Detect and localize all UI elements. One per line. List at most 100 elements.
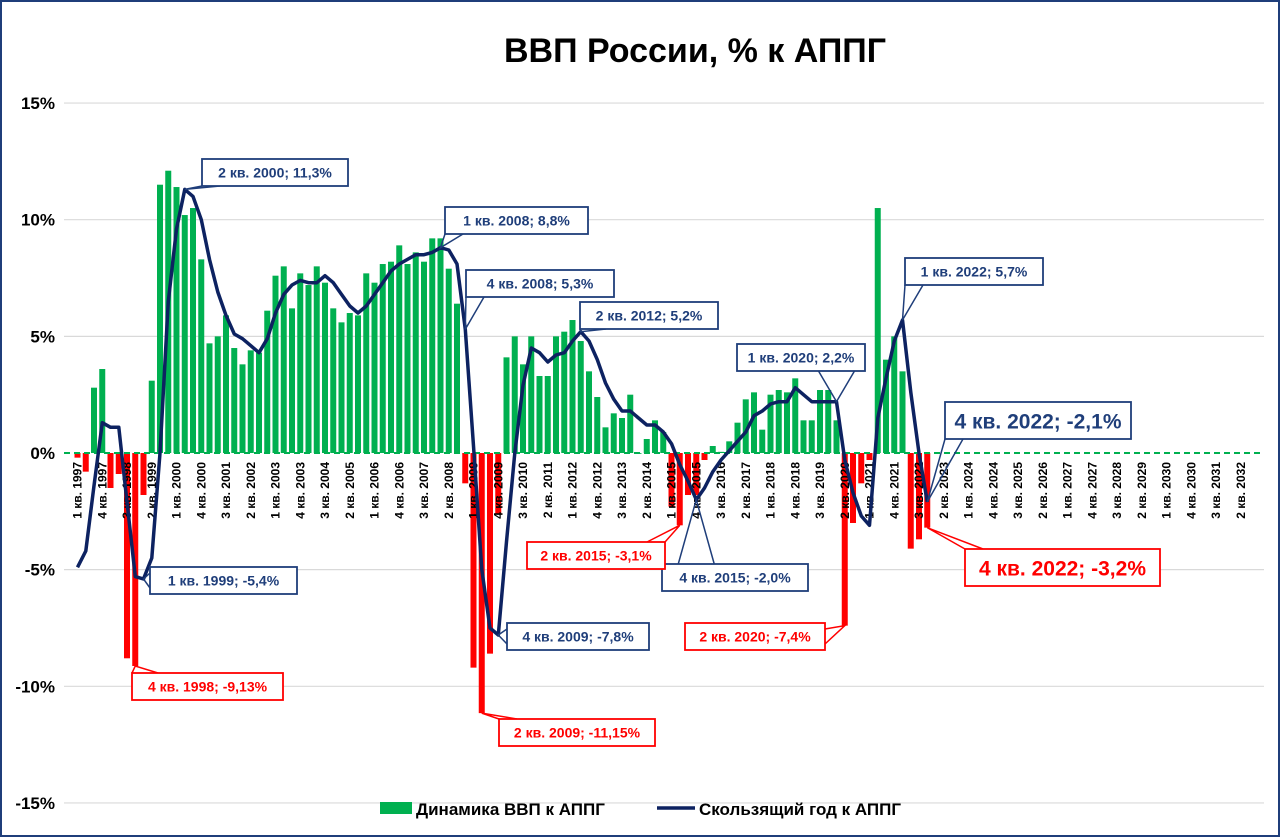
x-tick-label: 4 кв. 2027 (1085, 462, 1099, 519)
callout-label: 1 кв. 2008; 8,8% (463, 213, 570, 229)
callout-box (506, 622, 650, 651)
bar (586, 371, 592, 453)
callout-pointer (817, 370, 856, 404)
bar (668, 453, 675, 507)
y-tick-label: 0% (30, 444, 55, 463)
bar (660, 432, 667, 453)
bar (355, 315, 361, 453)
callout-box (201, 158, 349, 187)
callout-label: 1 кв. 2020; 2,2% (748, 350, 855, 366)
bar (363, 273, 370, 453)
x-tick-label: 4 кв. 2024 (986, 462, 1000, 519)
bar (709, 446, 716, 453)
bar (528, 336, 535, 453)
bar (833, 420, 840, 453)
bar (124, 453, 130, 659)
annotation-callout: 1 кв. 2008; 8,8% (439, 206, 589, 250)
x-tick-label: 1 кв. 2006 (368, 462, 382, 519)
bar (247, 350, 254, 453)
x-tick-label: 4 кв. 2012 (590, 462, 604, 519)
x-tick-label: 1 кв. 1997 (71, 462, 85, 519)
x-tick-label: 3 кв. 2004 (318, 462, 332, 519)
bar (924, 453, 931, 528)
callout-label: 1 кв. 2022; 5,7% (921, 264, 1028, 280)
x-tick-label: 4 кв. 2009 (491, 462, 505, 519)
annotation-callout: 2 кв. 2020; -7,4% (684, 622, 848, 651)
bar (256, 352, 262, 453)
bar (800, 420, 807, 453)
bar (866, 453, 873, 460)
annotation-callout: 4 кв. 2015; -2,0% (661, 496, 809, 592)
annotation-callout: 2 кв. 2012; 5,2% (579, 301, 719, 333)
bar (858, 453, 865, 484)
bar (693, 453, 700, 495)
y-tick-label: 10% (21, 211, 55, 230)
callout-box (684, 622, 826, 651)
bar (107, 453, 114, 488)
bar (495, 453, 502, 514)
bar (478, 453, 485, 714)
bar (198, 259, 205, 453)
callout-pointer (142, 572, 151, 589)
callout-label: 4 кв. 2008; 5,3% (487, 276, 594, 292)
bar (115, 453, 122, 474)
bar (454, 303, 460, 453)
bar (305, 285, 312, 453)
bar (520, 364, 526, 453)
callout-pointer (439, 233, 464, 250)
callout-label: 2 кв. 2012; 5,2% (596, 308, 703, 324)
bar (404, 264, 411, 453)
bar (338, 322, 345, 453)
callout-box (465, 269, 615, 298)
x-axis-labels: 1 кв. 1997 4 кв. 1997 3 кв. 1998 2 кв. 1999… (71, 462, 1248, 519)
bar (388, 261, 394, 453)
y-tick-label: 5% (30, 327, 55, 346)
bar (594, 397, 601, 453)
bar (396, 245, 403, 453)
y-tick-label: -15% (15, 794, 55, 813)
bar (742, 399, 749, 453)
bar (544, 376, 551, 453)
bar (99, 369, 106, 453)
bar (280, 266, 287, 453)
bar (841, 453, 848, 626)
x-tick-label: 4 кв. 2021 (887, 462, 901, 519)
x-tick-label: 1 кв. 2030 (1160, 462, 1174, 519)
bar (652, 420, 658, 453)
callout-label: 4 кв. 2022; -2,1% (954, 411, 1121, 434)
x-tick-label: 1 кв. 2024 (962, 462, 976, 519)
annotation-callout: 2 кв. 2015; -3,1% (526, 524, 681, 570)
callout-label: 1 кв. 1999; -5,4% (168, 573, 280, 589)
bar (784, 392, 790, 453)
bar (569, 320, 576, 453)
bar (627, 394, 634, 453)
bar (223, 315, 229, 453)
bar (734, 422, 741, 453)
bar (610, 413, 617, 453)
bar (82, 453, 89, 472)
bar (701, 453, 708, 460)
x-tick-label: 2 кв. 2017 (739, 462, 753, 519)
callout-label: 4 кв. 2009; -7,8% (522, 629, 634, 645)
chart-title: ВВП России, % к АППГ (504, 32, 886, 70)
annotation-callout: 4 кв. 1998; -9,13% (131, 665, 284, 701)
x-tick-label: 1 кв. 2000 (170, 462, 184, 519)
x-tick-label: 2 кв. 2032 (1234, 462, 1248, 519)
bar (437, 238, 444, 453)
callout-pointer (481, 712, 518, 720)
bar (891, 336, 898, 453)
callout-box (964, 548, 1161, 587)
bar (272, 275, 279, 453)
annotations: 2 кв. 2000; 11,3% 1 кв. 2008; 8,8% 4 кв. 2… (131, 158, 1161, 747)
x-tick-label: 2 кв. 2026 (1036, 462, 1050, 519)
x-tick-label: 3 кв. 2007 (417, 462, 431, 519)
x-tick-label: 3 кв. 2010 (516, 462, 530, 519)
bar (214, 336, 221, 453)
bar (297, 273, 304, 453)
bar (561, 331, 568, 453)
x-tick-label: 3 кв. 2013 (615, 462, 629, 519)
callout-pointer (464, 296, 485, 330)
x-tick-label: 2 кв. 2023 (937, 462, 951, 519)
annotation-callout: 2 кв. 2009; -11,15% (481, 712, 656, 747)
